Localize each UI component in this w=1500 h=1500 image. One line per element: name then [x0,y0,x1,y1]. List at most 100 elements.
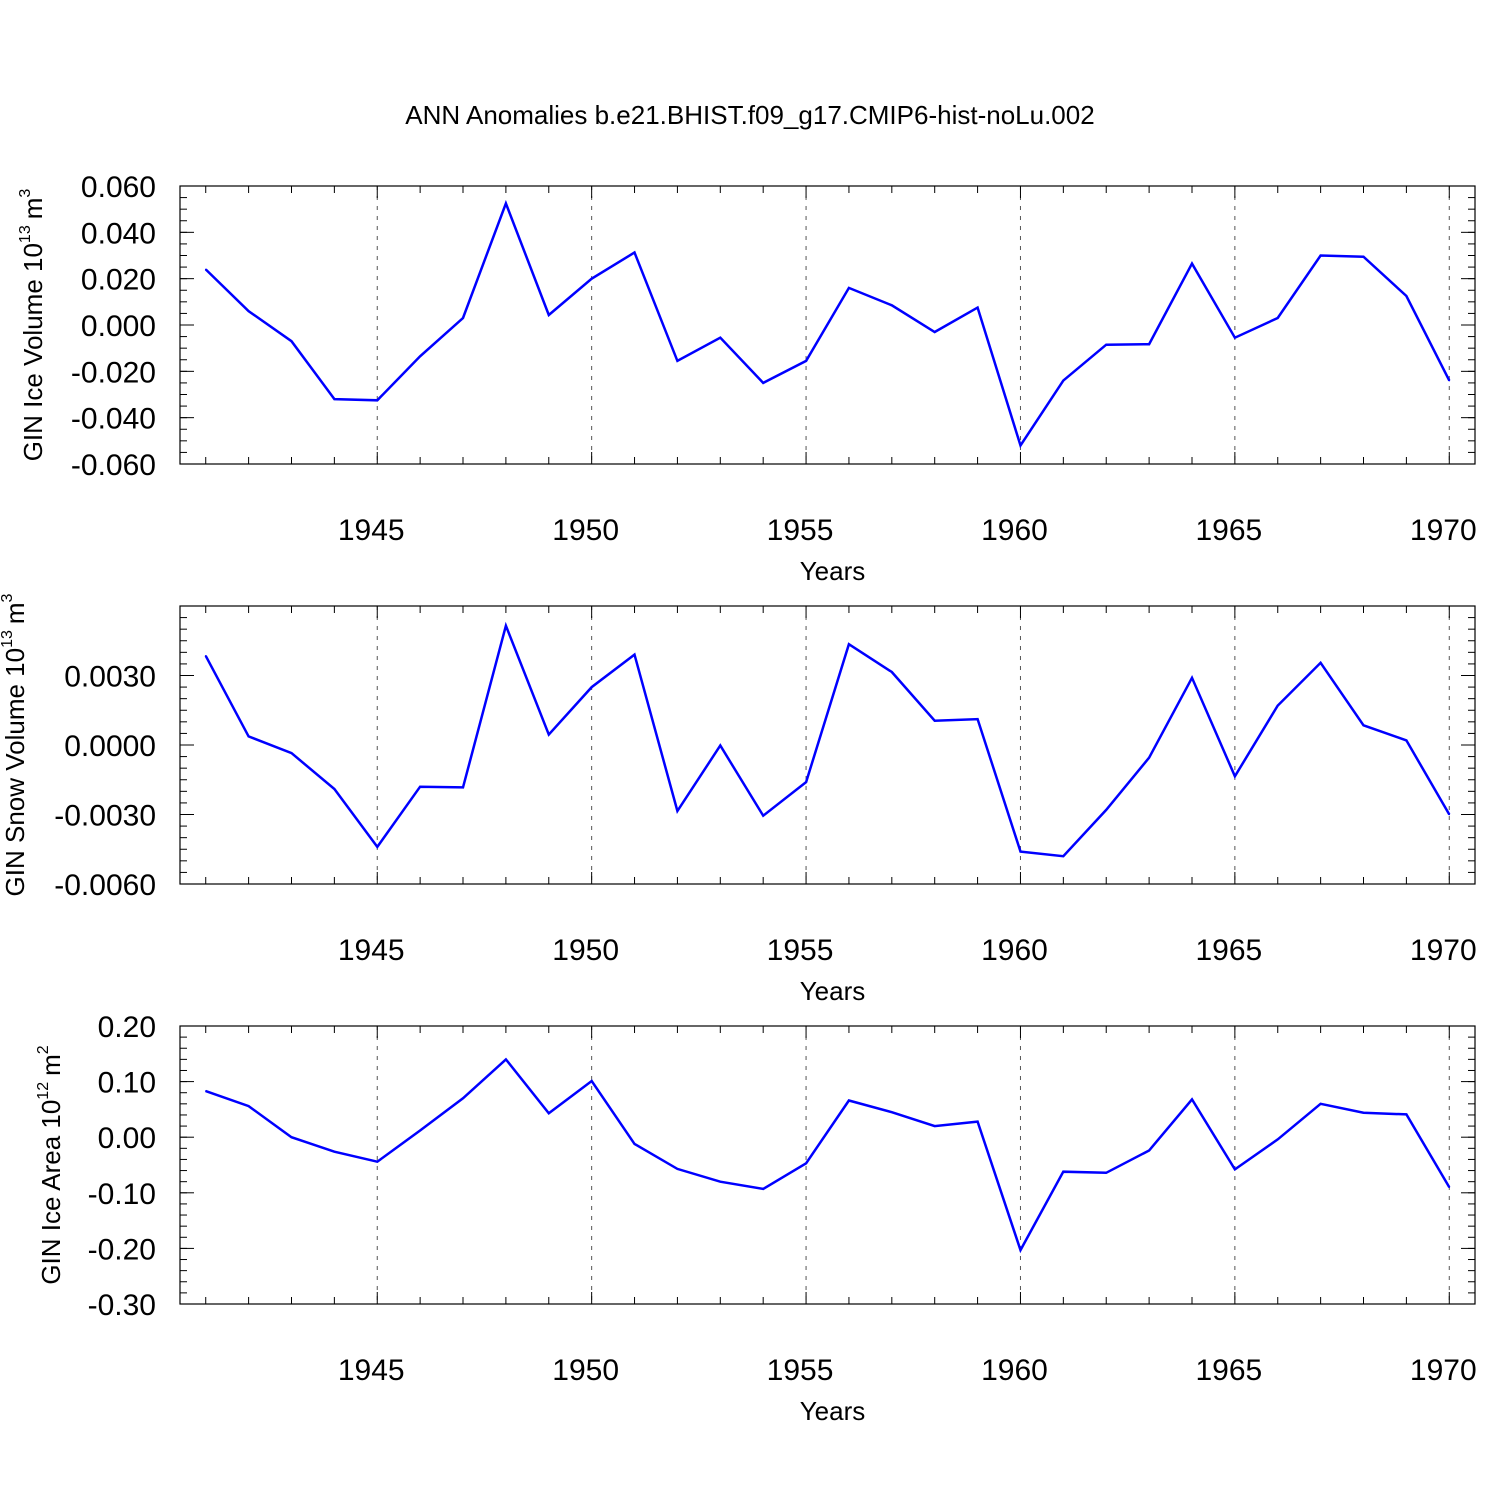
y-tick-label: 0.060 [81,171,156,204]
chart-panel-3: -0.30 -0.20 -0.10 0.00 0.10 0.20 1945 1950 1955 1… [35,1011,1477,1426]
data-point [376,399,379,402]
x-tick-label: 1955 [767,934,834,967]
data-point [247,1105,250,1107]
data-point [505,624,507,627]
x-tick-label: 1950 [552,1354,619,1387]
data-point [547,733,550,736]
y-axis-label-unit: m [36,1054,66,1076]
data-point [1234,1168,1236,1171]
data-point [891,1111,893,1113]
data-point [419,1129,421,1132]
data-point [1062,855,1065,857]
data-point [505,202,507,205]
series-line [204,199,1451,449]
x-tick-label: 1960 [981,1354,1048,1387]
y-tick-label: 0.040 [81,217,156,250]
data-point [762,1188,764,1190]
data-point [247,735,250,738]
data-point [590,1080,593,1082]
data-point [891,304,893,307]
y-tick-label: -0.040 [71,403,156,436]
y-tick-label: 0.00 [98,1122,156,1155]
data-point [1148,756,1150,759]
series-line [205,1057,1451,1254]
data-point [333,1150,336,1153]
y-axis-label-unit-exponent: 3 [0,593,16,602]
x-tick-label: 1965 [1195,514,1262,547]
data-point [933,719,936,722]
data-point [547,1112,550,1115]
data-point [1105,1171,1108,1174]
data-point [1362,255,1365,258]
y-axis-label-text: GIN Ice Volume 10 [18,243,48,461]
x-tick-label: 1955 [767,514,834,547]
y-tick-label: 0.020 [81,264,156,297]
y-axis-label-unit: m [18,198,48,220]
x-tick-label: 1955 [767,1354,834,1387]
series-line [204,621,1451,858]
x-tick-label: 1950 [552,514,619,547]
y-axis-label-unit-exponent: 3 [17,189,34,198]
data-point [1191,1098,1193,1101]
data-point [1019,850,1022,853]
data-point [1319,661,1322,664]
data-point [1191,677,1193,679]
y-tick-label: -0.30 [88,1289,156,1322]
x-tick-label: 1965 [1195,934,1262,967]
data-point [1319,254,1322,257]
y-tick-label: -0.020 [71,356,156,389]
y-axis-label-unit: m [0,602,30,624]
data-point [633,1143,636,1145]
data-point [762,814,764,817]
y-tick-label: 0.0000 [64,730,156,763]
data-point [1405,1113,1408,1116]
data-point [762,382,764,384]
data-point [547,314,550,316]
data-point [505,1058,507,1061]
data-point [1234,336,1236,339]
data-point [1191,262,1193,265]
data-point [1405,295,1408,297]
data-point [1276,704,1279,707]
data-point [290,340,293,343]
data-point [462,786,464,789]
data-point [976,306,979,309]
x-tick-label: 1970 [1410,1354,1477,1387]
x-tick-label: 1970 [1410,514,1477,547]
y-tick-label: -0.0060 [54,869,156,902]
data-point [1276,1138,1279,1141]
data-point [633,251,636,254]
x-axis-label: Years [800,1396,866,1426]
chart-title: ANN Anomalies b.e21.BHIST.f09_g17.CMIP6-… [405,100,1094,130]
y-axis-label: GIN Snow Volume 1013 m3 [0,593,30,896]
data-point [1448,379,1451,382]
data-point [848,643,850,646]
data-point [333,788,336,790]
data-point [1405,739,1408,742]
data-point [204,655,207,657]
x-tick-label: 1965 [1195,1354,1262,1387]
data-point [247,310,250,312]
data-point [719,744,722,747]
y-tick-label: -0.20 [88,1233,156,1266]
x-tick-label: 1960 [981,514,1048,547]
y-axis-label-unit-exponent: 2 [35,1045,52,1054]
x-tick-label: 1950 [552,934,619,967]
data-point [1105,343,1108,346]
data-point [805,1162,807,1165]
data-point [676,360,679,362]
data-point [1148,1149,1150,1152]
data-point [891,671,893,673]
y-axis-label-text: GIN Ice Area 10 [36,1100,66,1285]
y-axis-label-exponent: 13 [0,630,16,648]
y-tick-label: 0.0030 [64,661,156,694]
data-point [1019,444,1022,447]
data-point [590,277,593,280]
data-point [590,686,593,688]
y-axis-label-text: GIN Snow Volume 10 [0,648,30,897]
data-point [719,336,722,339]
y-tick-label: -0.0030 [54,800,156,833]
data-point [933,331,936,333]
data-point [976,718,979,720]
